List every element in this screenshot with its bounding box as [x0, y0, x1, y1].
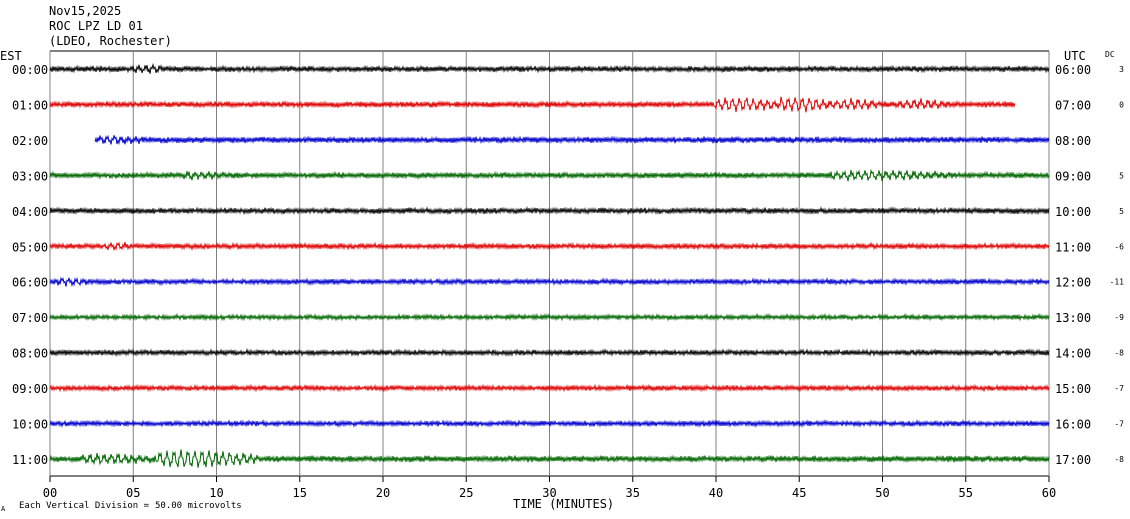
est-hour-label: 00:00	[12, 63, 48, 77]
trace-0700	[49, 312, 1050, 322]
x-tick-label-40: 40	[709, 486, 723, 500]
trace-0200	[94, 134, 1050, 145]
station-date: Nov15,2025	[49, 4, 122, 18]
utc-hour-label: 15:00	[1055, 382, 1091, 396]
est-hour-label: 09:00	[12, 382, 48, 396]
x-tick-label-00: 00	[43, 486, 57, 500]
dc-offset-label: -7	[1114, 420, 1124, 429]
dc-offset-label: -8	[1114, 349, 1124, 358]
axis-labels: EST UTC DC TIME (MINUTES) A Each Vertica…	[0, 49, 1124, 513]
est-hour-label: 06:00	[12, 276, 48, 290]
utc-hour-label: 06:00	[1055, 63, 1091, 77]
station-code: ROC LPZ LD 01	[49, 19, 143, 33]
x-tick-label-05: 05	[126, 486, 140, 500]
utc-hour-label: 17:00	[1055, 453, 1091, 467]
plot-grid	[49, 50, 1050, 482]
est-hour-label: 11:00	[12, 453, 48, 467]
trace-1000	[49, 418, 1050, 429]
dc-offset-label: 5	[1119, 207, 1124, 216]
est-hour-label: 08:00	[12, 347, 48, 361]
utc-hour-label: 12:00	[1055, 276, 1091, 290]
est-hour-label: 01:00	[12, 98, 48, 112]
utc-hour-label: 07:00	[1055, 98, 1091, 112]
dc-offset-label: 0	[1119, 100, 1124, 109]
dc-offset-label: 5	[1119, 171, 1124, 180]
dc-offset-label: -8	[1114, 455, 1124, 464]
dc-offset-label: -7	[1114, 384, 1124, 393]
est-hour-label: 05:00	[12, 240, 48, 254]
trace-0400	[49, 206, 1050, 216]
utc-hour-label: 14:00	[1055, 347, 1091, 361]
x-axis-title: TIME (MINUTES)	[513, 497, 614, 511]
dc-offset-label: 3	[1119, 65, 1124, 74]
dc-axis-label: DC	[1105, 50, 1115, 59]
dc-offset-label: -11	[1110, 278, 1125, 287]
dc-offset-label: -9	[1114, 313, 1124, 322]
x-tick-label-60: 60	[1042, 486, 1056, 500]
est-hour-label: 07:00	[12, 311, 48, 325]
utc-axis-label: UTC	[1064, 49, 1086, 63]
utc-hour-label: 11:00	[1055, 240, 1091, 254]
trace-0800	[49, 347, 1050, 357]
x-tick-label-55: 55	[959, 486, 973, 500]
x-tick-label-35: 35	[626, 486, 640, 500]
x-tick-label-10: 10	[209, 486, 223, 500]
est-hour-label: 04:00	[12, 205, 48, 219]
seismic-traces	[49, 62, 1050, 468]
est-hour-label: 02:00	[12, 134, 48, 148]
scale-note: Each Vertical Division =	[19, 501, 150, 511]
dc-offset-label: -6	[1114, 242, 1124, 251]
scale-value: 50.00 microvolts	[155, 501, 242, 511]
x-tick-label-25: 25	[459, 486, 473, 500]
x-tick-label-50: 50	[875, 486, 889, 500]
station-network: (LDEO, Rochester)	[49, 34, 172, 48]
est-hour-label: 03:00	[12, 169, 48, 183]
est-hour-label: 10:00	[12, 418, 48, 432]
utc-hour-label: 16:00	[1055, 418, 1091, 432]
est-axis-label: EST	[0, 49, 22, 63]
utc-hour-label: 09:00	[1055, 169, 1091, 183]
x-tick-label-30: 30	[542, 486, 556, 500]
x-tick-label-15: 15	[293, 486, 307, 500]
utc-hour-label: 08:00	[1055, 134, 1091, 148]
trace-0000	[49, 62, 1050, 74]
utc-hour-label: 13:00	[1055, 311, 1091, 325]
trace-0600	[49, 276, 1050, 288]
x-tick-label-45: 45	[792, 486, 806, 500]
trace-0100	[49, 96, 1016, 113]
trace-0900	[49, 383, 1050, 393]
trace-1100	[49, 449, 1050, 468]
x-tick-label-20: 20	[376, 486, 390, 500]
utc-hour-label: 10:00	[1055, 205, 1091, 219]
footer-prefix: A	[1, 505, 6, 513]
trace-0300	[49, 168, 1050, 182]
trace-0500	[49, 241, 1050, 251]
